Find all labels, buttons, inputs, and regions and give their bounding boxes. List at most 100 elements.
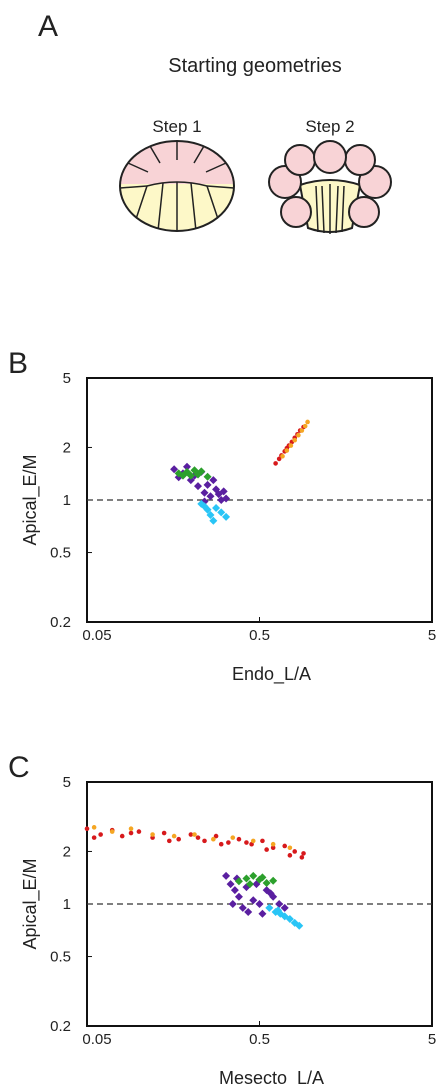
data-point bbox=[305, 419, 310, 425]
y-tick-label: 1 bbox=[63, 896, 71, 913]
data-point bbox=[258, 909, 267, 918]
data-point bbox=[128, 826, 134, 832]
x-tick-label: 5 bbox=[428, 627, 436, 644]
data-point bbox=[161, 830, 167, 836]
data-point bbox=[119, 833, 125, 839]
data-point bbox=[211, 836, 216, 842]
data-point bbox=[190, 466, 199, 475]
data-point bbox=[249, 871, 258, 880]
data-point bbox=[287, 853, 293, 858]
y-axis-label: Apical_E/M bbox=[20, 858, 41, 949]
data-point bbox=[209, 516, 218, 525]
data-point bbox=[269, 876, 278, 885]
data-point bbox=[242, 874, 251, 883]
data-point bbox=[228, 900, 237, 908]
data-point bbox=[255, 900, 264, 908]
data-point bbox=[171, 833, 177, 839]
data-point bbox=[217, 508, 226, 517]
data-point bbox=[178, 471, 187, 480]
data-point bbox=[301, 851, 306, 856]
data-point bbox=[203, 480, 212, 489]
data-point bbox=[170, 465, 179, 474]
panel-label: C bbox=[8, 751, 30, 784]
data-point bbox=[213, 833, 219, 839]
data-point bbox=[238, 903, 247, 912]
data-point bbox=[258, 873, 267, 882]
y-tick-label: 0.5 bbox=[50, 545, 71, 562]
data-point bbox=[264, 847, 269, 852]
y-tick-label: 5 bbox=[63, 774, 71, 791]
data-point bbox=[203, 472, 212, 481]
data-point bbox=[250, 838, 256, 844]
step-label: Step 1 bbox=[152, 117, 201, 136]
data-point bbox=[282, 843, 288, 849]
data-point bbox=[206, 492, 215, 501]
data-point bbox=[244, 840, 249, 845]
data-point bbox=[206, 511, 215, 520]
x-tick-label: 0.5 bbox=[249, 1031, 270, 1048]
data-point bbox=[167, 838, 172, 844]
data-point bbox=[188, 832, 194, 837]
data-point bbox=[186, 471, 195, 480]
data-point bbox=[299, 428, 305, 433]
data-point bbox=[150, 832, 155, 837]
data-point bbox=[296, 432, 301, 438]
data-point bbox=[212, 503, 221, 512]
data-point bbox=[193, 482, 202, 491]
data-point bbox=[245, 880, 254, 889]
data-point bbox=[222, 512, 231, 521]
data-point bbox=[265, 903, 274, 912]
data-point bbox=[84, 826, 90, 832]
y-tick-label: 0.2 bbox=[50, 614, 71, 631]
panel-label: A bbox=[38, 10, 58, 43]
y-axis-label: Apical_E/M bbox=[20, 454, 41, 545]
data-point bbox=[302, 423, 308, 429]
data-point bbox=[280, 903, 289, 912]
data-point bbox=[260, 838, 265, 844]
data-point bbox=[109, 829, 115, 834]
data-point bbox=[192, 832, 197, 837]
x-tick-label: 0.05 bbox=[82, 1031, 111, 1048]
data-point bbox=[234, 877, 243, 886]
data-point bbox=[230, 835, 236, 840]
data-point bbox=[270, 841, 276, 847]
data-point bbox=[275, 900, 284, 908]
data-point bbox=[285, 915, 294, 924]
data-point bbox=[280, 453, 285, 459]
y-tick-label: 2 bbox=[63, 843, 71, 860]
data-point bbox=[288, 443, 294, 448]
data-point bbox=[209, 476, 218, 485]
data-point bbox=[273, 906, 282, 915]
data-point bbox=[249, 896, 258, 905]
data-point bbox=[266, 889, 275, 898]
data-point bbox=[128, 830, 134, 836]
data-point bbox=[287, 845, 293, 851]
data-point bbox=[284, 448, 290, 453]
data-point bbox=[222, 871, 231, 880]
data-point bbox=[98, 832, 103, 837]
data-point bbox=[292, 437, 298, 443]
data-point bbox=[226, 880, 235, 889]
data-point bbox=[276, 456, 282, 462]
data-point bbox=[91, 835, 97, 840]
y-tick-label: 2 bbox=[63, 439, 71, 456]
data-point bbox=[91, 825, 97, 830]
data-point bbox=[295, 921, 304, 930]
step-label: Step 2 bbox=[305, 117, 354, 136]
panel-title: Starting geometries bbox=[168, 55, 341, 77]
data-point bbox=[195, 835, 201, 840]
data-point bbox=[186, 476, 195, 485]
data-point bbox=[234, 892, 243, 901]
data-point bbox=[262, 878, 271, 887]
data-point bbox=[230, 886, 239, 895]
y-tick-label: 0.2 bbox=[50, 1018, 71, 1035]
data-point bbox=[270, 845, 276, 851]
data-point bbox=[197, 467, 206, 476]
data-point bbox=[226, 840, 231, 845]
x-tick-label: 0.05 bbox=[82, 627, 111, 644]
data-point bbox=[202, 838, 207, 844]
panel-label: B bbox=[8, 347, 28, 380]
y-tick-label: 1 bbox=[63, 492, 71, 509]
x-axis-label: Endo_L/A bbox=[232, 664, 311, 685]
